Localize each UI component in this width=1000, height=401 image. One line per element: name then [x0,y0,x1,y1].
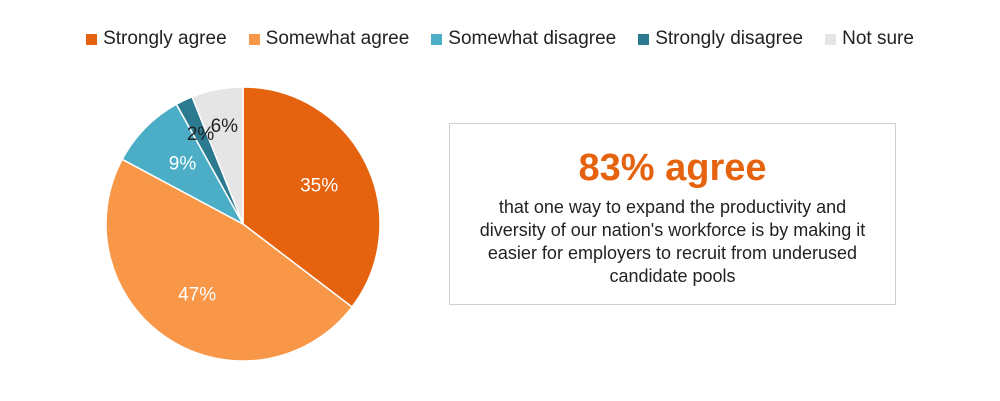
legend-item: Not sure [825,28,914,50]
pie-slice [242,86,381,309]
slice-label: 6% [211,116,239,137]
slice-label: 9% [169,153,197,174]
legend-item: Strongly disagree [638,28,803,50]
chart-legend: Strongly agree Somewhat agree Somewhat dis… [0,24,1000,54]
pie-slice [121,103,245,226]
slice-label: 2% [187,124,215,145]
legend-swatch [825,33,837,45]
slice-label: 35% [300,175,338,196]
legend-swatch [248,33,260,45]
legend-label: Strongly disagree [655,28,804,49]
slice-label: 47% [178,285,216,306]
legend-item: Somewhat agree [248,28,410,50]
callout-box: 83% agree that one way to expand the pro… [449,123,896,305]
legend-item: Strongly agree [86,28,227,50]
legend-label: Somewhat agree [265,28,410,49]
pie-chart: 35% 47% 9% 2%6% [105,86,381,362]
legend-label: Somewhat disagree [448,28,617,49]
callout-text: that one way to expand the productivity … [479,197,866,286]
legend-swatch [86,33,98,45]
legend-swatch [638,33,650,45]
legend-item: Somewhat disagree [431,28,616,50]
legend-swatch [431,33,443,45]
pie-slice [105,158,354,362]
legend-label: Not sure [842,28,914,49]
pie-slice [191,86,244,225]
callout-headline: 83% agree [578,147,767,189]
legend-label: Strongly agree [103,28,227,49]
